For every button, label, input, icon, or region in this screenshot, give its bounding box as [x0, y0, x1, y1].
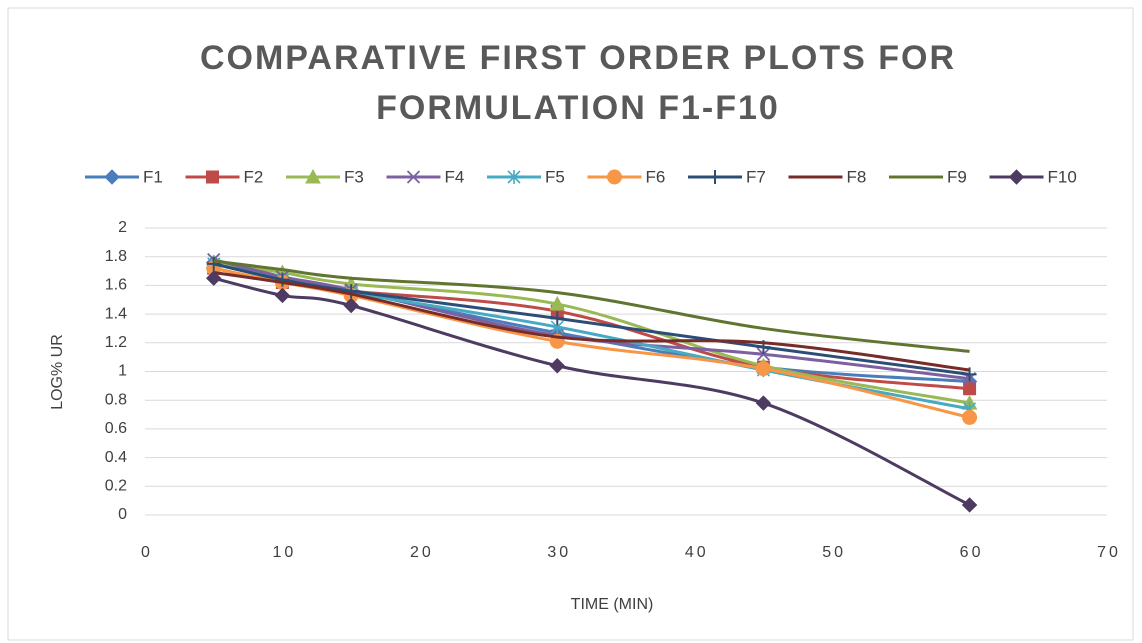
marker [206, 270, 222, 286]
y-tick-label: 0.6 [105, 420, 127, 437]
legend-marker [305, 168, 321, 184]
legend-marker [708, 170, 722, 184]
legend-marker [104, 169, 120, 185]
marker [549, 296, 566, 311]
legend-marker [1008, 169, 1025, 185]
marker [275, 272, 290, 287]
x-tick-label: 20 [410, 544, 434, 561]
x-tick-label: 0 [141, 544, 153, 561]
y-tick-label: 0 [118, 506, 127, 523]
x-tick-label: 60 [960, 544, 984, 561]
legend-label: F5 [545, 167, 565, 186]
x-tick-label: 40 [685, 544, 709, 561]
marker [963, 382, 977, 396]
legend-marker [507, 170, 521, 184]
y-tick-label: 2 [118, 219, 127, 236]
legend-label: F3 [344, 167, 364, 186]
y-tick-label: 0.4 [105, 449, 127, 466]
legend-label: F6 [646, 167, 666, 186]
chart-frame [7, 7, 1134, 641]
legend-label: F7 [746, 167, 766, 186]
y-tick-label: 0.8 [105, 391, 127, 408]
y-tick-label: 1.2 [105, 334, 127, 351]
y-axis-label: LOG% UR [49, 334, 66, 410]
x-axis-label: TIME (MIN) [571, 596, 654, 613]
marker [755, 361, 771, 377]
legend-marker [206, 170, 219, 184]
x-tick-label: 30 [547, 544, 571, 561]
marker [961, 497, 978, 513]
marker [550, 311, 565, 326]
y-tick-label: 1 [118, 363, 127, 380]
series-line [213, 259, 970, 353]
marker [206, 256, 221, 271]
marker [755, 395, 772, 411]
y-tick-label: 1.8 [105, 248, 127, 265]
x-tick-label: 50 [822, 544, 846, 561]
x-tick-label: 10 [273, 544, 297, 561]
legend-marker [406, 170, 421, 184]
chart-title: FORMULATION F1-F10 [376, 89, 780, 127]
marker [962, 409, 978, 425]
chart-title: COMPARATIVE FIRST ORDER PLOTS FOR [200, 39, 956, 77]
y-tick-label: 0.2 [105, 478, 127, 495]
y-tick-label: 1.4 [105, 305, 127, 322]
legend-label: F9 [947, 167, 967, 186]
marker [274, 287, 291, 304]
marker [343, 297, 359, 314]
legend-label: F8 [847, 167, 867, 186]
y-tick-label: 1.6 [105, 277, 127, 294]
legend-label: F1 [143, 167, 163, 186]
legend-label: F2 [244, 167, 264, 186]
series-line [213, 271, 970, 372]
legend-label: F4 [445, 167, 465, 186]
marker [344, 284, 359, 299]
marker [549, 358, 565, 374]
marker [756, 347, 771, 361]
legend-label: F10 [1048, 167, 1077, 186]
x-tick-label: 70 [1097, 544, 1121, 561]
legend-marker [607, 169, 622, 185]
